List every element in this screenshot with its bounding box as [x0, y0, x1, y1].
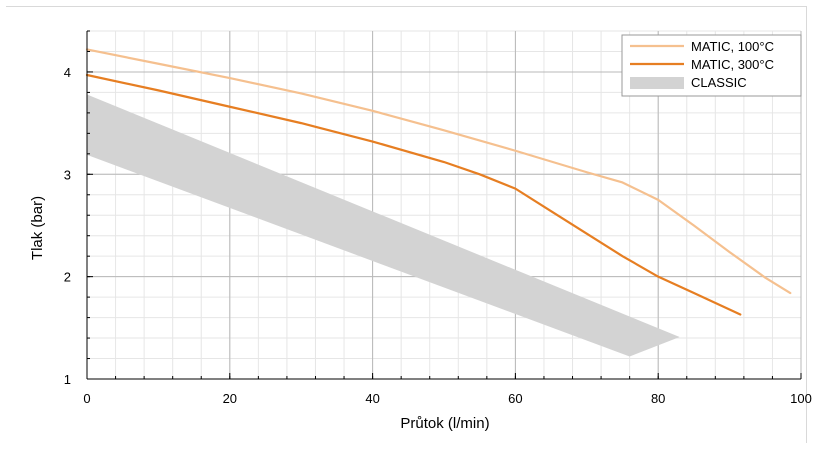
x-tick-label: 60	[508, 391, 522, 406]
y-tick-label: 2	[64, 270, 71, 285]
y-axis-title: Tlak (bar)	[29, 196, 46, 260]
x-tick-label: 40	[365, 391, 379, 406]
chart-frame	[6, 6, 807, 443]
legend-label-1: MATIC, 300°C	[691, 57, 774, 72]
x-tick-label: 20	[223, 391, 237, 406]
series-line-0	[85, 48, 792, 295]
legend-label-0: MATIC, 100°C	[691, 39, 774, 54]
legend-label-2: CLASSIC	[691, 75, 747, 90]
legend-swatch-band	[630, 77, 684, 89]
axes-layer	[86, 31, 801, 380]
x-tick-label: 0	[83, 391, 90, 406]
x-axis-title: Průtok (l/min)	[400, 415, 489, 432]
ticks-layer: 0 20 40 60 80 100 1 2 3 4	[64, 30, 812, 406]
x-tick-label: 100	[790, 391, 812, 406]
x-tick-label: 80	[651, 391, 665, 406]
series-layer	[85, 48, 792, 357]
y-tick-label: 4	[64, 65, 71, 80]
series-classic-band	[87, 94, 680, 357]
y-tick-label: 3	[64, 167, 71, 182]
series-line-1	[85, 73, 742, 316]
legend: MATIC, 100°C MATIC, 300°C CLASSIC	[621, 34, 802, 97]
y-tick-label: 1	[64, 372, 71, 387]
